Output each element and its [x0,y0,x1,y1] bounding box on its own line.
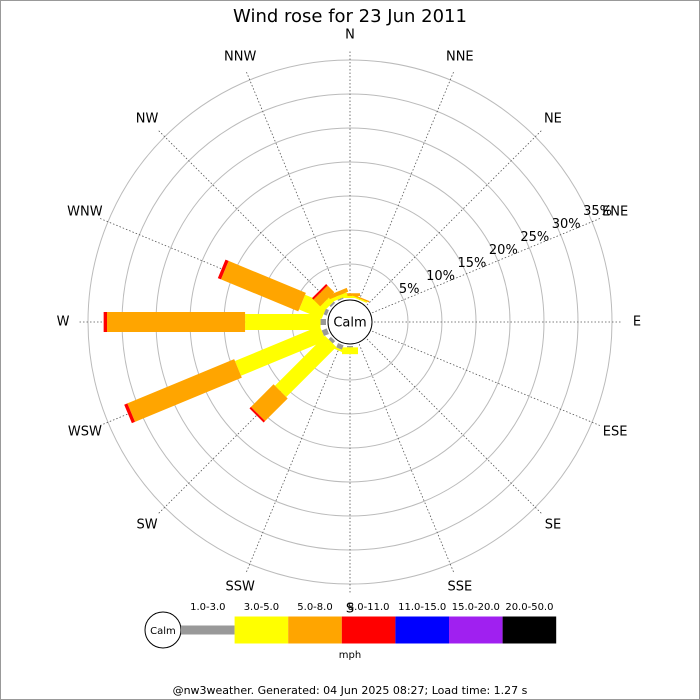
bar-segment [217,259,229,280]
r-tick-label: 30% [552,217,581,232]
bar-segment [313,285,335,307]
direction-label: W [57,315,70,330]
bar-segment [249,406,266,423]
legend-swatch [502,616,557,644]
legend-label: 1.0-3.0 [190,602,225,613]
bar-segment [299,294,328,319]
direction-label: NE [544,112,562,127]
direction-label: ESE [603,424,628,439]
direction-label: SSW [225,580,255,595]
spoke [372,330,602,427]
spoke [157,338,334,515]
legend-label: 8.0-11.0 [348,602,390,613]
direction-label: N [345,28,355,43]
bar-segment [312,284,328,300]
legend-swatch [234,616,289,644]
spoke [366,338,543,515]
direction-label: NNE [446,49,474,64]
direction-label: SE [545,517,561,532]
chart-title: Wind rose for 23 Jun 2011 [233,6,467,27]
r-tick-label: 10% [426,269,455,284]
bar-segment [234,325,326,376]
legend-label: 5.0-8.0 [297,602,332,613]
direction-label: WNW [67,205,103,220]
spoke [157,129,334,306]
bar-segment [323,308,329,316]
bar-segment [321,293,338,310]
spoke [245,70,342,300]
bar-segment [331,292,348,302]
legend-calm-label: Calm [150,626,176,637]
legend-swatch [395,616,449,644]
legend-label: 3.0-5.0 [244,602,279,613]
bar-segment [127,359,242,422]
bar-segment [328,287,349,300]
legend-swatch [181,625,235,635]
legend-swatch [341,616,396,644]
spoke [366,129,543,306]
spoke [245,344,342,574]
calm-label: Calm [333,316,366,331]
spoke [372,217,602,314]
spoke [98,217,328,314]
direction-label: S [346,602,354,617]
bar-segment [336,343,344,350]
direction-label: NNW [224,49,256,64]
legend-swatch [449,616,503,644]
calm-circle [327,299,373,345]
direction-label: E [633,315,641,330]
r-tick-label: 5% [399,282,420,297]
direction-label: WSW [68,424,102,439]
bar-segment [321,328,329,337]
bar-segment [329,301,336,308]
direction-label: SSE [447,580,472,595]
direction-label: SW [137,517,158,532]
spoke [358,344,455,574]
bar-segment [337,297,344,301]
direction-label: NW [136,112,159,127]
bar-segment [328,336,336,344]
bar-segment [330,345,347,354]
direction-label: ENE [602,205,628,220]
bar-segment [124,403,136,424]
bar-segment [220,260,306,312]
legend-swatch [288,616,342,644]
legend-units: mph [339,650,361,661]
legend-label: 11.0-15.0 [398,602,446,613]
bar-segment [250,384,288,422]
bar-segment [350,293,370,303]
r-tick-label: 15% [457,256,486,271]
bar-segment [351,295,368,303]
spoke [358,70,455,300]
r-tick-label: 25% [520,230,549,245]
bar-segment [274,335,337,398]
legend-label: 20.0-50.0 [505,602,553,613]
r-tick-label: 20% [489,243,518,258]
r-tick-label: 35% [583,204,612,219]
footer: @nw3weather. Generated: 04 Jun 2025 08:2… [173,684,528,697]
legend-label: 15.0-20.0 [452,602,500,613]
